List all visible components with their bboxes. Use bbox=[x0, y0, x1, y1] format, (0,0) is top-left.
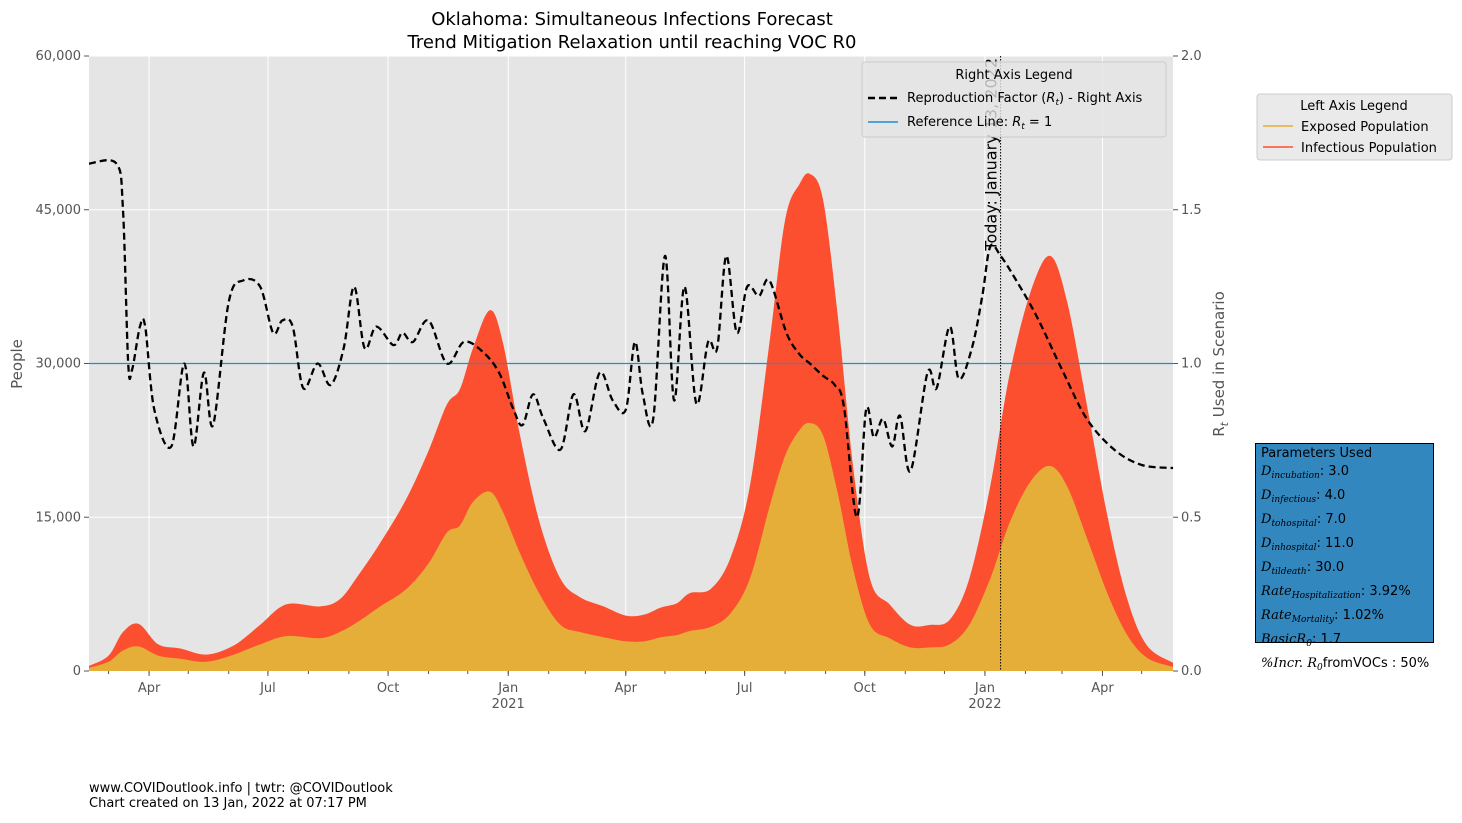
footer-site: www.COVIDoutlook.info | twtr: @COVIDoutl… bbox=[89, 781, 393, 796]
axes: 0 15,000 30,000 45,000 60,000 0.0 0.5 1.0 1.5 2.0… bbox=[36, 49, 1202, 712]
parameter-row: Dinhospital: 11.0 bbox=[1261, 536, 1354, 553]
footer-created: Chart created on 13 Jan, 2022 at 07:17 P… bbox=[89, 796, 367, 811]
parameters-box: Parameters Used Dincubation: 3.0 Dinfecti… bbox=[1255, 443, 1434, 673]
chart-subtitle: Trend Mitigation Relaxation until reachi… bbox=[407, 32, 857, 53]
tick-label-x: Apr bbox=[1091, 681, 1114, 696]
legend-label-exposed: Exposed Population bbox=[1301, 120, 1429, 135]
parameter-row: RateMortality: 1.02% bbox=[1261, 608, 1384, 625]
tick-label-left: 30,000 bbox=[36, 357, 82, 372]
tick-label-right: 2.0 bbox=[1181, 49, 1202, 64]
tick-label-x: Apr bbox=[615, 681, 638, 696]
chart-title: Oklahoma: Simultaneous Infections Foreca… bbox=[431, 9, 833, 30]
left-legend-title: Left Axis Legend bbox=[1300, 99, 1407, 114]
parameter-row: Dtildeath: 30.0 bbox=[1261, 560, 1345, 577]
tick-label-x: Jul bbox=[259, 681, 276, 696]
tick-label-year: 2022 bbox=[968, 697, 1001, 712]
parameters-title: Parameters Used bbox=[1261, 446, 1373, 461]
exposed-population-area bbox=[89, 422, 1173, 671]
tick-label-left: 0 bbox=[73, 664, 81, 679]
right-axis-legend: Right Axis Legend Reproduction Factor (R… bbox=[861, 61, 1167, 138]
parameter-row: RateHospitalization: 3.92% bbox=[1261, 584, 1411, 601]
parameter-row: Dtohospital: 7.0 bbox=[1261, 512, 1346, 529]
area-series bbox=[89, 173, 1173, 671]
tick-label-year: 2021 bbox=[492, 697, 525, 712]
legend-label-rt: Reproduction Factor (Rt) - Right Axis bbox=[907, 91, 1143, 108]
tick-label-right: 0.5 bbox=[1181, 510, 1202, 525]
footer: www.COVIDoutlook.info | twtr: @COVIDoutl… bbox=[89, 781, 393, 811]
rt-line bbox=[88, 159, 1174, 519]
tick-label-x: Jan bbox=[974, 681, 995, 696]
parameter-row: Dincubation: 3.0 bbox=[1261, 464, 1349, 481]
tick-label-x: Oct bbox=[854, 681, 876, 696]
right-legend-title: Right Axis Legend bbox=[955, 68, 1072, 83]
legend-label-reference: Reference Line: Rt = 1 bbox=[907, 115, 1052, 132]
tick-label-left: 15,000 bbox=[36, 510, 82, 525]
tick-label-x: Jul bbox=[736, 681, 753, 696]
tick-label-left: 60,000 bbox=[36, 49, 82, 64]
legend-label-infectious: Infectious Population bbox=[1301, 141, 1437, 156]
left-axis-legend: Left Axis Legend Exposed Population Infe… bbox=[1256, 93, 1453, 161]
parameter-row: BasicR0: 1.7 bbox=[1261, 632, 1342, 649]
tick-label-x: Jan bbox=[497, 681, 518, 696]
y-axis-label-right: Rt Used in Scenario bbox=[1210, 291, 1231, 437]
parameter-row: Dinfectious: 4.0 bbox=[1261, 488, 1346, 505]
parameter-row: %Incr. R0fromVOCs : 50% bbox=[1261, 656, 1430, 673]
tick-label-x: Apr bbox=[138, 681, 161, 696]
y-axis-label-left: People bbox=[8, 339, 26, 389]
tick-label-right: 0.0 bbox=[1181, 664, 1202, 679]
parameters-list: Dincubation: 3.0 Dinfectious: 4.0 Dtohospi… bbox=[1261, 462, 1430, 678]
tick-label-right: 1.5 bbox=[1181, 203, 1202, 218]
tick-label-x: Oct bbox=[377, 681, 399, 696]
tick-label-left: 45,000 bbox=[36, 203, 82, 218]
tick-label-right: 1.0 bbox=[1181, 357, 1202, 372]
